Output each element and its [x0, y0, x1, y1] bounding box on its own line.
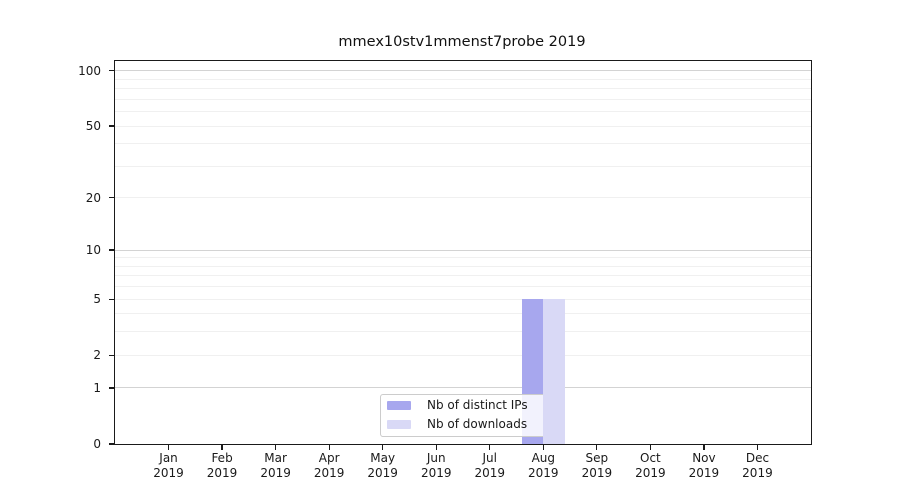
y-gridline-minor — [115, 125, 811, 127]
x-tick-label: Jan 2019 — [139, 451, 199, 481]
x-tick-month: Aug — [531, 451, 556, 465]
x-tick-mark — [649, 445, 651, 450]
chart-title: mmex10stv1mmenst7probe 2019 — [338, 34, 586, 50]
y-tick-label: 0 — [93, 437, 101, 451]
y-tick-label: 5 — [93, 292, 101, 307]
y-gridline-minor — [115, 313, 811, 315]
x-tick-mark — [221, 445, 223, 450]
x-tick-mark — [382, 445, 384, 450]
x-tick-month: Oct — [640, 451, 661, 465]
x-tick-label: Apr 2019 — [299, 451, 359, 481]
x-tick-label: Mar 2019 — [246, 451, 306, 481]
x-tick-label: Dec 2019 — [727, 451, 787, 481]
y-gridline-minor — [115, 143, 811, 145]
x-tick-month: Feb — [211, 451, 233, 465]
y-gridline-minor — [115, 331, 811, 333]
x-tick-label: Oct 2019 — [620, 451, 680, 481]
y-tick-mark — [109, 125, 114, 127]
x-tick-mark — [703, 445, 705, 450]
y-gridline-minor — [115, 88, 811, 90]
legend-item: Nb of downloads — [380, 415, 552, 434]
y-tick-mark — [109, 387, 114, 389]
x-tick-mark — [435, 445, 437, 450]
x-tick-month: Sep — [585, 451, 609, 465]
x-tick-month: Mar — [264, 451, 287, 465]
x-tick-year: 2019 — [688, 466, 720, 480]
x-tick-label: Feb 2019 — [192, 451, 252, 481]
x-tick-label: Jul 2019 — [460, 451, 520, 481]
y-tick-label: 50 — [85, 119, 101, 134]
y-gridline-major — [115, 249, 811, 251]
y-tick-label: 10 — [85, 243, 101, 258]
x-tick-mark — [596, 445, 598, 450]
y-gridline-minor — [115, 257, 811, 259]
y-tick-mark — [109, 354, 114, 356]
y-tick-mark — [109, 443, 114, 445]
x-tick-mark — [275, 445, 277, 450]
x-tick-year: 2019 — [474, 466, 506, 480]
y-gridline-minor — [115, 286, 811, 288]
x-tick-year: 2019 — [206, 466, 238, 480]
y-tick-mark — [109, 197, 114, 199]
y-gridline-minor — [115, 165, 811, 167]
y-tick-label: 2 — [93, 348, 101, 363]
x-tick-year: 2019 — [420, 466, 452, 480]
y-gridline-major — [115, 70, 811, 72]
legend: Nb of distinct IPs Nb of downloads — [380, 394, 552, 435]
x-tick-mark — [489, 445, 491, 450]
x-tick-label: Aug 2019 — [513, 451, 573, 481]
x-tick-year: 2019 — [367, 466, 398, 480]
x-tick-month: Dec — [745, 451, 770, 465]
x-tick-label: May 2019 — [353, 451, 413, 481]
x-tick-month: May — [370, 451, 396, 465]
y-gridline-minor — [115, 78, 811, 80]
x-tick-month: Apr — [318, 451, 340, 465]
x-tick-year: 2019 — [153, 466, 184, 480]
legend-swatch-distinct-ips — [387, 400, 411, 410]
x-tick-label: Jun 2019 — [406, 451, 466, 481]
y-gridline-major — [115, 387, 811, 389]
x-tick-mark — [542, 445, 544, 450]
x-tick-year: 2019 — [313, 466, 345, 480]
x-tick-mark — [328, 445, 330, 450]
x-tick-year: 2019 — [260, 466, 291, 480]
y-tick-mark — [109, 249, 114, 251]
x-tick-label: Nov 2019 — [674, 451, 734, 481]
x-tick-year: 2019 — [635, 466, 666, 480]
plot-area: Nb of distinct IPs Nb of downloads 0 1 2 5 10… — [78, 60, 812, 480]
x-tick-month: Nov — [692, 451, 716, 465]
y-gridline-minor — [115, 275, 811, 277]
y-tick-label: 20 — [85, 190, 101, 205]
legend-label: Nb of distinct IPs — [427, 398, 528, 412]
y-tick-label: 1 — [93, 380, 101, 395]
y-gridline-minor — [115, 354, 811, 356]
bar-downloads-aug — [543, 299, 565, 444]
x-tick-year: 2019 — [581, 466, 613, 480]
x-tick-mark — [756, 445, 759, 450]
legend-swatch-downloads — [387, 419, 411, 429]
x-tick-year: 2019 — [742, 466, 773, 480]
legend-item: Nb of distinct IPs — [380, 396, 552, 415]
y-gridline-minor — [115, 98, 811, 100]
x-tick-label: Sep 2019 — [567, 451, 627, 481]
x-tick-month: Jul — [482, 451, 497, 465]
x-tick-month: Jan — [159, 451, 178, 465]
y-gridline-minor — [115, 298, 811, 300]
y-gridline-minor — [115, 197, 811, 199]
y-gridline-minor — [115, 265, 811, 267]
x-tick-month: Jun — [426, 451, 446, 465]
y-tick-mark — [109, 70, 114, 72]
x-tick-year: 2019 — [528, 466, 559, 480]
y-tick-mark — [109, 298, 114, 300]
y-tick-label: 100 — [78, 63, 101, 78]
legend-label: Nb of downloads — [427, 417, 528, 431]
x-tick-mark — [167, 445, 170, 450]
y-gridline-minor — [115, 111, 811, 113]
